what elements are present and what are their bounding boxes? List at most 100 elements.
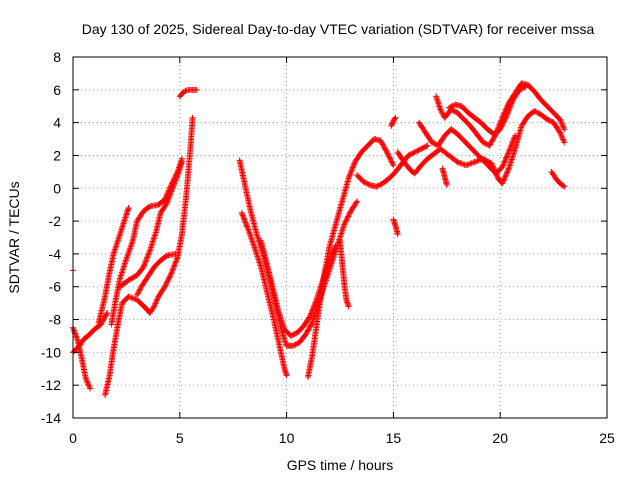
data-point (85, 381, 92, 388)
data-point (141, 261, 148, 268)
data-point (73, 333, 80, 340)
data-point (174, 173, 181, 180)
data-point (559, 121, 566, 128)
data-point (292, 341, 299, 348)
data-point (512, 132, 519, 139)
data-point (342, 218, 349, 225)
data-point (365, 181, 372, 188)
data-point (504, 168, 511, 175)
data-point (83, 377, 90, 384)
data-point (166, 273, 173, 280)
data-point (499, 122, 506, 129)
data-point (520, 84, 527, 91)
data-point (172, 177, 179, 184)
data-point (522, 83, 529, 90)
data-point (178, 159, 185, 166)
series-track-3 (102, 114, 196, 399)
data-point (387, 155, 394, 162)
data-point (135, 289, 142, 296)
data-point (347, 171, 354, 178)
data-point (307, 313, 314, 320)
data-point (238, 209, 245, 216)
data-point (171, 180, 178, 187)
data-point (545, 117, 552, 124)
plot-frame (72, 56, 608, 419)
data-point (166, 274, 173, 281)
data-point (419, 145, 426, 152)
series-track-13 (337, 237, 352, 310)
data-point (193, 86, 200, 93)
data-point (242, 219, 249, 226)
data-point (345, 175, 352, 182)
data-point (410, 149, 417, 156)
series-track-7 (134, 250, 179, 298)
data-point (504, 111, 511, 118)
data-point (454, 159, 461, 166)
data-point (560, 123, 567, 130)
data-point (168, 269, 175, 276)
data-point (143, 257, 150, 264)
data-point (503, 170, 510, 177)
data-point (307, 311, 314, 318)
data-point (169, 266, 176, 273)
series-track-2 (70, 309, 111, 356)
data-point (173, 174, 180, 181)
data-point (390, 162, 397, 169)
data-point (498, 123, 505, 130)
data-point (450, 107, 457, 114)
data-point (350, 163, 357, 170)
y-tick-label: 0 (53, 180, 61, 196)
data-point (504, 110, 511, 117)
data-point (391, 115, 398, 122)
data-point (490, 136, 497, 143)
series-track-22 (548, 168, 568, 190)
data-point (152, 299, 159, 306)
data-point (146, 248, 153, 255)
data-point (561, 126, 568, 133)
data-point (134, 291, 141, 298)
data-point (170, 265, 177, 272)
data-point (304, 327, 311, 334)
data-point (544, 116, 551, 123)
data-point (486, 142, 493, 149)
data-point (511, 134, 518, 141)
data-point (144, 254, 151, 261)
data-point (557, 117, 564, 124)
data-point (85, 382, 92, 389)
data-point (501, 118, 508, 125)
data-point (347, 209, 354, 216)
data-point (507, 145, 514, 152)
data-point (136, 287, 143, 294)
y-tick-label: 6 (53, 82, 61, 98)
data-point (166, 194, 173, 201)
data-point (244, 224, 251, 231)
y-axis-label: SDTVAR / TECUs (6, 181, 22, 293)
y-tick-label: -12 (41, 377, 61, 393)
data-point (415, 147, 422, 154)
data-point (82, 375, 89, 382)
data-point (165, 195, 172, 202)
series-track-4 (95, 204, 132, 326)
data-point (142, 259, 149, 266)
data-point (345, 213, 352, 220)
data-point (558, 119, 565, 126)
data-point (332, 244, 339, 251)
y-tick-label: -14 (41, 410, 61, 426)
data-point (556, 128, 563, 135)
data-point (420, 144, 427, 151)
data-point (240, 215, 247, 222)
data-point (416, 146, 423, 153)
data-point (131, 295, 138, 302)
data-point (503, 154, 510, 161)
data-point (375, 182, 382, 189)
data-point (168, 188, 175, 195)
data-point (443, 181, 450, 188)
data-point (548, 118, 555, 125)
data-point (165, 197, 172, 204)
data-point (379, 140, 386, 147)
data-point (507, 143, 514, 150)
data-point (164, 198, 171, 205)
data-point (430, 139, 437, 146)
data-point (377, 137, 384, 144)
